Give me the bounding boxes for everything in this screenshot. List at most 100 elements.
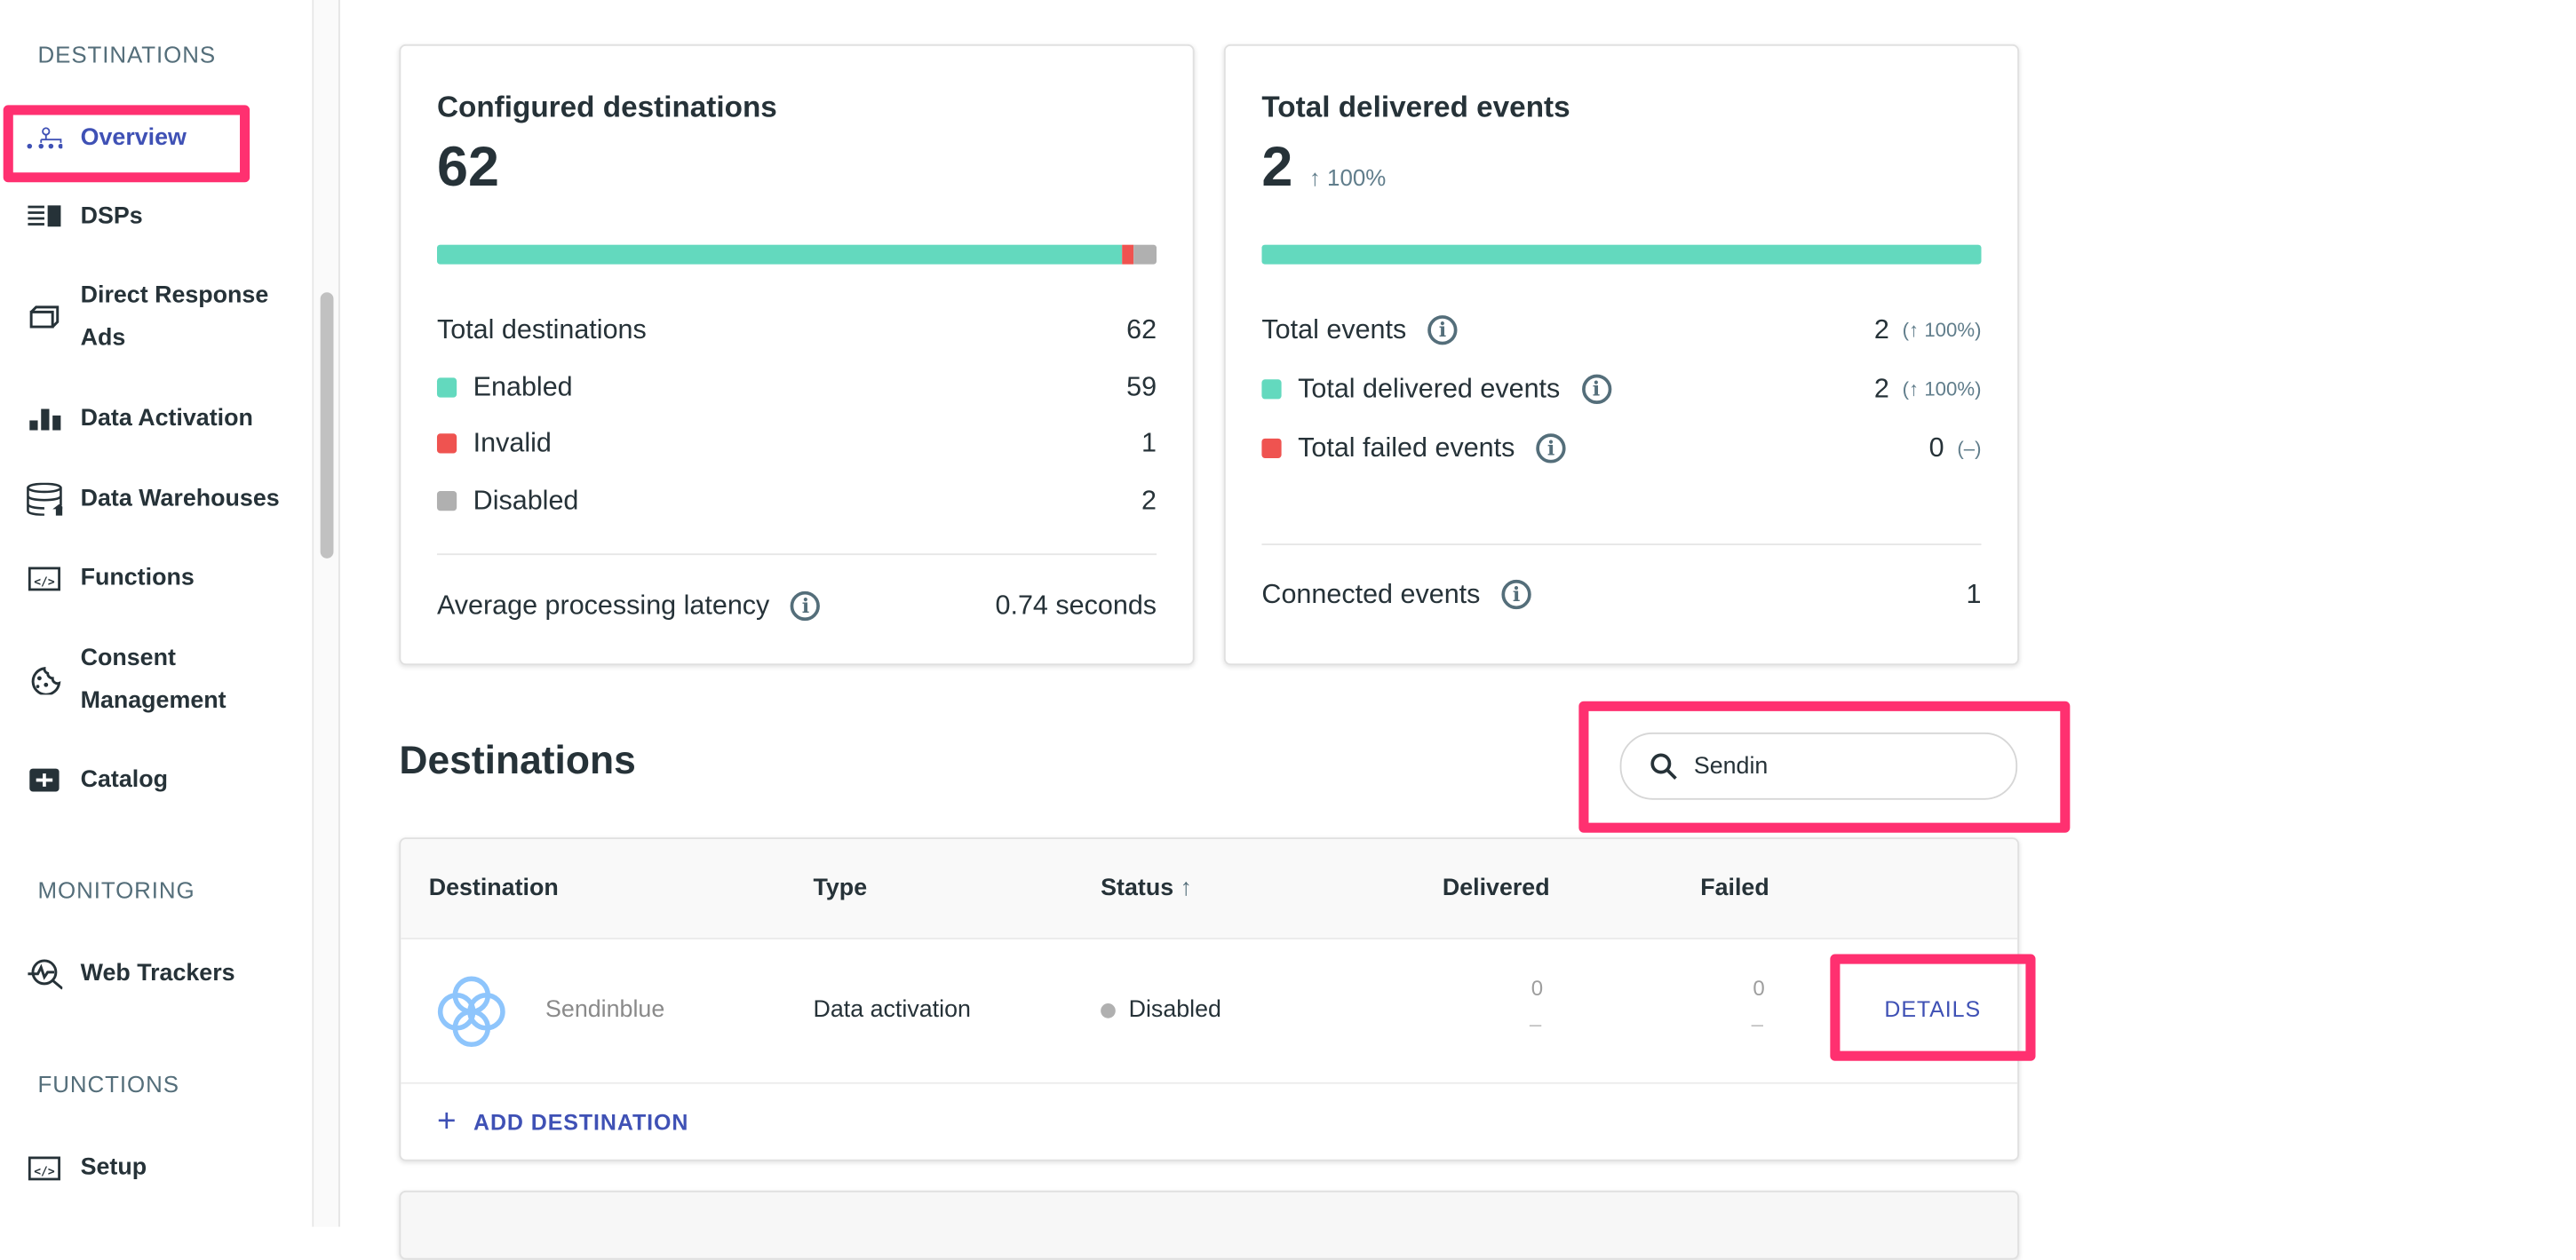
section-monitoring: MONITORING xyxy=(37,876,195,904)
info-icon[interactable]: i xyxy=(791,590,821,622)
failed-sub: – xyxy=(1751,1011,1763,1037)
sidebar-item-data-warehouses[interactable]: Data Warehouses xyxy=(27,478,280,520)
cookie-icon xyxy=(27,665,63,695)
sidebar-item-label: DSPs xyxy=(80,203,143,230)
divider xyxy=(1261,543,1982,546)
bar-segment-invalid xyxy=(1121,244,1133,265)
row-label: Enabled xyxy=(473,371,573,402)
row-value: 59 xyxy=(1126,371,1157,402)
highlight-details xyxy=(1830,954,2036,1061)
destinations-heading: Destinations xyxy=(399,739,636,784)
sidebar-scrollbar[interactable] xyxy=(314,0,340,1227)
legend-swatch xyxy=(436,433,457,454)
row-label: Total events xyxy=(1261,314,1407,345)
row-value: 0 xyxy=(1928,432,1944,463)
row-value: 1 xyxy=(1966,578,1982,609)
sidebar-scrollbar-thumb[interactable] xyxy=(320,292,334,559)
sidebar-item-label: Web Trackers xyxy=(80,960,235,987)
column-header-delivered[interactable]: Delivered xyxy=(1442,875,1550,902)
sort-ascending-icon: ↑ xyxy=(1180,875,1193,902)
card-value-number: 2 xyxy=(1261,136,1293,199)
card-value: 62 xyxy=(436,136,499,199)
info-icon[interactable]: i xyxy=(1427,315,1458,345)
info-icon[interactable]: i xyxy=(1536,433,1566,464)
table-row: Sendinblue Data activation Disabled 0 – … xyxy=(401,938,2018,1084)
column-header-status[interactable]: Status ↑ xyxy=(1101,876,1192,902)
legend-swatch xyxy=(436,377,457,398)
connected-events-row: Connected events i 1 xyxy=(1261,575,1981,614)
search-input[interactable]: Sendin xyxy=(1619,732,2018,800)
info-icon[interactable]: i xyxy=(1581,374,1611,404)
sidebar: DESTINATIONS Overview DSPs Direct Respon… xyxy=(0,0,314,1227)
sidebar-item-label: Overview xyxy=(80,124,187,152)
column-header-failed[interactable]: Failed xyxy=(1700,875,1769,902)
destination-type: Data activation xyxy=(813,996,971,1024)
sidebar-item-setup[interactable]: </> Setup xyxy=(27,1146,147,1189)
row-value: 62 xyxy=(1126,314,1157,345)
details-button[interactable]: DETAILS xyxy=(1884,996,1982,1022)
database-icon xyxy=(27,482,63,516)
row-value: 0.74 seconds xyxy=(995,590,1157,621)
sendinblue-logo-icon xyxy=(429,969,514,1062)
bar-chart-icon xyxy=(27,404,63,433)
code-icon: </> xyxy=(27,563,63,592)
bar-segment-disabled xyxy=(1133,244,1157,265)
row-label: Total failed events xyxy=(1298,432,1515,463)
latency-row: Average processing latency i 0.74 seconds xyxy=(437,586,1157,625)
delivered-count: 0 xyxy=(1530,975,1544,1001)
status-dot-icon xyxy=(1101,1002,1116,1018)
card-value: 2 ↑ 100% xyxy=(1261,137,1386,201)
row-label: Connected events xyxy=(1261,578,1481,609)
divider xyxy=(436,553,1157,556)
plus-box-icon xyxy=(27,765,63,795)
row-value: 2 xyxy=(1873,314,1889,345)
sidebar-item-dsps[interactable]: DSPs xyxy=(27,195,143,238)
highlight-overview xyxy=(3,105,250,183)
total-events-row: Total events i 2 (↑ 100%) xyxy=(1261,311,1981,350)
row-label: Total delivered events xyxy=(1298,373,1561,404)
status-label: Disabled xyxy=(1128,996,1221,1024)
bar-segment-enabled xyxy=(436,244,1122,265)
configured-destinations-card: Configured destinations 62 Total destina… xyxy=(399,44,1195,666)
sidebar-item-data-activation[interactable]: Data Activation xyxy=(27,398,253,440)
sidebar-item-catalog[interactable]: Catalog xyxy=(27,758,168,801)
row-value: 2 xyxy=(1141,485,1157,515)
legend-swatch xyxy=(1261,379,1282,400)
column-header-type[interactable]: Type xyxy=(813,875,868,902)
svg-text:</>: </> xyxy=(34,575,55,588)
failed-count: 0 xyxy=(1753,975,1765,1001)
dsp-icon xyxy=(27,202,63,231)
card-value-change: ↑ 100% xyxy=(1308,163,1387,191)
highlight-search xyxy=(1578,701,2071,833)
search-icon xyxy=(1650,752,1677,780)
section-functions: FUNCTIONS xyxy=(37,1070,179,1098)
svg-text:</>: </> xyxy=(34,1164,55,1177)
sidebar-item-web-trackers[interactable]: Web Trackers xyxy=(27,953,235,995)
delivered-events-card: Total delivered events 2 ↑ 100% Total eve… xyxy=(1223,44,2020,666)
column-header-destination[interactable]: Destination xyxy=(428,875,559,902)
sidebar-item-consent-management[interactable]: Consent Management xyxy=(27,638,261,723)
sidebar-item-functions[interactable]: </> Functions xyxy=(27,557,195,599)
section-destinations: DESTINATIONS xyxy=(37,41,217,67)
destination-name[interactable]: Sendinblue xyxy=(545,996,665,1024)
sidebar-item-label: Direct Response Ads xyxy=(80,282,269,352)
row-label: Average processing latency xyxy=(436,590,770,621)
sidebar-item-label: Setup xyxy=(80,1154,147,1181)
sidebar-item-direct-response-ads[interactable]: Direct Response Ads xyxy=(27,274,278,360)
destinations-table: Destination Type Status ↑ Delivered Fail… xyxy=(399,837,2020,1161)
tracker-search-icon xyxy=(27,959,63,990)
row-value: 1 xyxy=(1141,427,1157,458)
next-card xyxy=(399,1190,2020,1260)
disabled-row: Disabled 2 xyxy=(436,481,1157,520)
enabled-row: Enabled 59 xyxy=(436,368,1157,407)
sidebar-item-overview[interactable]: Overview xyxy=(27,116,187,159)
row-change: (–) xyxy=(1957,436,1982,460)
add-destination-button[interactable]: + ADD DESTINATION xyxy=(437,1104,688,1142)
info-icon[interactable]: i xyxy=(1501,579,1531,610)
delivered-events-bar xyxy=(1261,244,1982,265)
row-label: Total destinations xyxy=(436,314,647,345)
code-icon: </> xyxy=(27,1153,63,1182)
sidebar-item-label: Data Warehouses xyxy=(80,486,280,513)
total-destinations-row: Total destinations 62 xyxy=(437,311,1157,350)
hierarchy-icon xyxy=(27,123,63,153)
